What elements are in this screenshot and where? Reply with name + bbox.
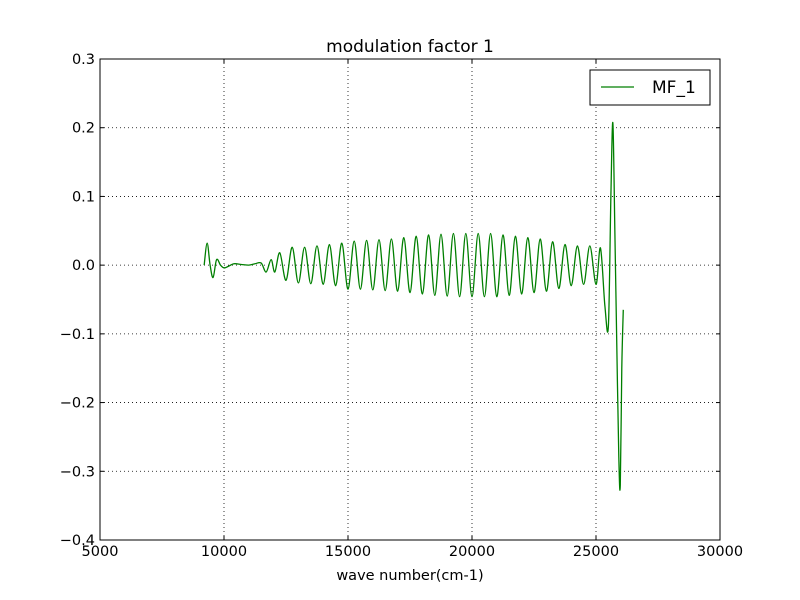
x-tick-label: 30000 <box>697 544 743 560</box>
plot-frame <box>99 58 721 541</box>
axis-ticks <box>99 58 721 541</box>
legend-label-mf-1: MF_1 <box>652 78 696 98</box>
y-tick-label: 0.2 <box>72 121 95 137</box>
x-tick-label: 15000 <box>325 544 371 560</box>
y-tick-label: −0.3 <box>60 464 95 480</box>
series-line-mf-1 <box>203 122 624 491</box>
x-tick-label: 25000 <box>573 544 619 560</box>
x-tick-label: 10000 <box>201 544 247 560</box>
x-axis-title: wave number(cm-1) <box>336 568 483 584</box>
y-tick-label: 0.3 <box>72 52 95 68</box>
y-tick-label: −0.4 <box>60 533 95 549</box>
y-tick-label: 0.1 <box>72 189 95 205</box>
x-tick-label: 5000 <box>82 544 119 560</box>
tick-labels: 5000 10000 15000 20000 25000 30000 −0.4 −0.3 −0.… <box>60 52 743 560</box>
legend: MF_1 <box>589 69 711 106</box>
y-tick-label: 0.0 <box>72 258 95 274</box>
y-tick-label: −0.1 <box>60 327 95 343</box>
x-tick-label: 20000 <box>449 544 495 560</box>
chart-title: modulation factor 1 <box>326 37 494 57</box>
y-tick-label: −0.2 <box>60 396 95 412</box>
